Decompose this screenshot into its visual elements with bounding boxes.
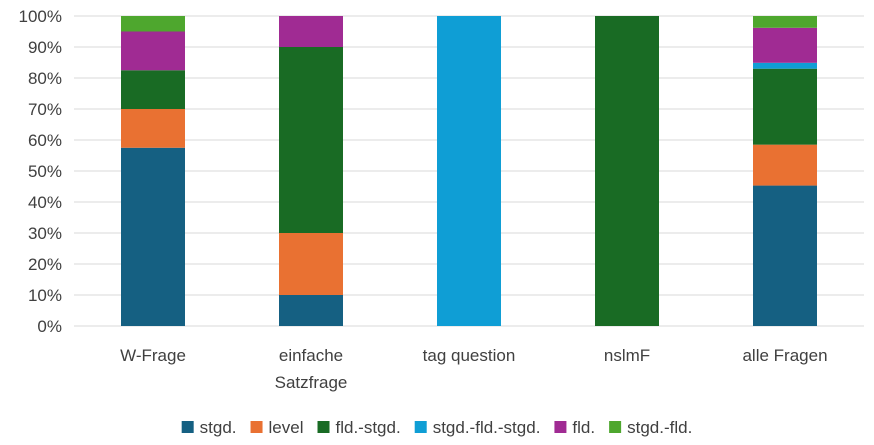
x-axis-category-labels: W-Frage einfache Satzfrage tag question nslm… (120, 346, 827, 392)
legend-label: fld.-stgd. (336, 418, 401, 437)
bar-segment (279, 295, 343, 326)
bar-segment (753, 62, 817, 69)
x-category-label: einfache (279, 346, 343, 365)
legend-label: stgd.-fld. (627, 418, 692, 437)
y-tick-label: 30% (28, 224, 62, 243)
legend-label: stgd.-fld.-stgd. (433, 418, 541, 437)
legend-label: stgd. (200, 418, 237, 437)
y-tick-label: 60% (28, 131, 62, 150)
legend-swatch (317, 421, 330, 433)
legend-swatch (609, 421, 622, 433)
bar-segment (753, 68, 817, 145)
y-tick-label: 80% (28, 69, 62, 88)
y-tick-label: 70% (28, 100, 62, 119)
bar-segment (279, 47, 343, 233)
y-tick-label: 100% (19, 7, 62, 26)
bar-segment (753, 16, 817, 28)
bar-segment (753, 27, 817, 63)
y-tick-label: 90% (28, 38, 62, 57)
bar-segment (121, 16, 185, 32)
bar-segment (753, 185, 817, 326)
legend-label: level (269, 418, 304, 437)
x-category-label: tag question (423, 346, 516, 365)
bar-segment (753, 144, 817, 186)
x-category-label: W-Frage (120, 346, 186, 365)
legend-item: fld. (554, 418, 595, 437)
legend-swatch (414, 421, 427, 433)
bar-segment (437, 16, 501, 326)
y-axis-tick-labels: 0% 10% 20% 30% 40% 50% 60% 70% 80% 90% 100% (19, 7, 62, 336)
y-tick-label: 50% (28, 162, 62, 181)
legend-item: stgd. (181, 418, 237, 437)
x-category-label: Satzfrage (275, 373, 348, 392)
legend-item: fld.-stgd. (317, 418, 401, 437)
legend: stgd. level fld.-stgd. stgd.-fld.-stgd. fld.… (181, 418, 692, 437)
y-tick-label: 10% (28, 286, 62, 305)
legend-swatch (554, 421, 567, 433)
bar-segment (121, 70, 185, 109)
legend-label: fld. (572, 418, 595, 437)
bars (121, 16, 817, 326)
y-tick-label: 40% (28, 193, 62, 212)
y-tick-label: 0% (37, 317, 62, 336)
bar-segment (121, 31, 185, 71)
legend-swatch (181, 421, 194, 433)
bar-segment (121, 109, 185, 148)
bar-segment (121, 147, 185, 326)
legend-item: stgd.-fld.-stgd. (414, 418, 541, 437)
x-category-label: alle Fragen (742, 346, 827, 365)
legend-swatch (250, 421, 263, 433)
bar-segment (279, 233, 343, 295)
legend-item: stgd.-fld. (609, 418, 692, 437)
y-tick-label: 20% (28, 255, 62, 274)
legend-item: level (250, 418, 304, 437)
bar-segment (279, 16, 343, 47)
bar-segment (595, 16, 659, 326)
x-category-label: nslmF (604, 346, 650, 365)
